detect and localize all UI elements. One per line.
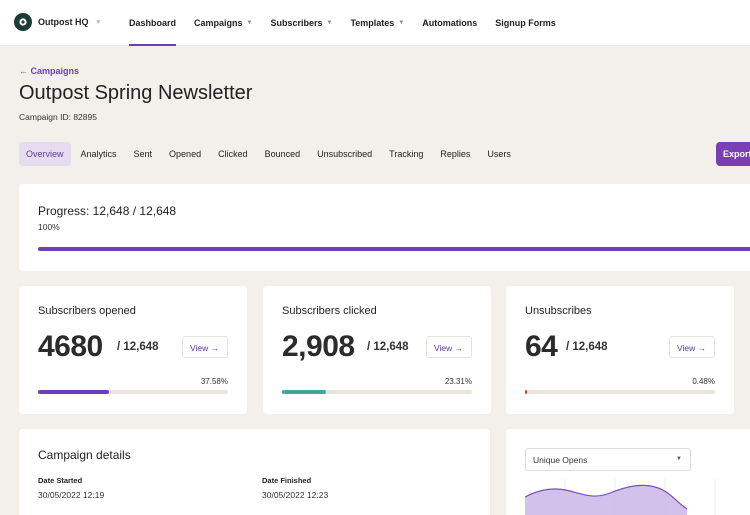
stat-bar xyxy=(525,390,715,394)
stat-value: 64 xyxy=(525,330,558,363)
stat-title: Unsubscribes xyxy=(525,305,592,317)
caret-down-icon: ▼ xyxy=(676,456,682,462)
stat-card-clicked: Subscribers clicked 2,908 / 12,648 View … xyxy=(263,286,491,414)
chevron-down-icon: ▾ xyxy=(96,19,101,26)
stat-percent: 37.58% xyxy=(200,377,228,386)
details-title: Campaign details xyxy=(38,448,131,462)
nav-subscribers[interactable]: Subscribers ▼ xyxy=(270,18,333,28)
brand-logo-icon xyxy=(14,13,32,31)
date-finished-label: Date Finished xyxy=(262,476,312,485)
tab-analytics[interactable]: Analytics xyxy=(80,149,117,159)
tab-users[interactable]: Users xyxy=(487,149,511,159)
stat-bar-fill xyxy=(282,390,327,394)
arrow-right-icon: → xyxy=(210,343,220,353)
stat-title: Subscribers clicked xyxy=(282,305,377,317)
stat-card-unsubscribes: Unsubscribes 64 / 12,648 View → 0.48% xyxy=(506,286,734,414)
view-opened-button[interactable]: View → xyxy=(182,336,228,358)
tab-replies[interactable]: Replies xyxy=(440,149,471,159)
progress-card: Progress: 12,648 / 12,648 100% xyxy=(19,184,750,271)
back-to-campaigns-link[interactable]: ← Campaigns xyxy=(19,66,80,76)
stat-total: / 12,648 xyxy=(117,341,159,353)
view-clicked-button[interactable]: View → xyxy=(426,336,472,358)
stat-bar-fill xyxy=(38,390,110,394)
stat-percent: 23.31% xyxy=(444,377,472,386)
campaign-id: Campaign ID: 82895 xyxy=(19,112,97,122)
workspace-switcher[interactable]: Outpost HQ ▾ xyxy=(14,13,100,31)
caret-down-icon: ▼ xyxy=(246,20,253,26)
stat-total: / 12,648 xyxy=(367,341,409,353)
tab-clicked[interactable]: Clicked xyxy=(218,149,248,159)
brand-name: Outpost HQ xyxy=(38,17,89,27)
stat-total: / 12,648 xyxy=(566,341,608,353)
nav-dashboard[interactable]: Dashboard xyxy=(129,0,177,46)
progress-percent: 100% xyxy=(38,222,60,232)
tab-bounced[interactable]: Bounced xyxy=(264,149,301,159)
campaign-details-card: Campaign details Date Started 30/05/2022… xyxy=(19,429,490,515)
progress-bar xyxy=(38,247,750,251)
nav-templates[interactable]: Templates ▼ xyxy=(350,18,405,28)
opens-line xyxy=(525,484,688,510)
tab-sent[interactable]: Sent xyxy=(133,149,153,159)
campaign-tabs: Overview Analytics Sent Opened Clicked B… xyxy=(19,142,521,166)
caret-down-icon: ▼ xyxy=(398,20,405,26)
opens-area xyxy=(525,485,687,515)
date-started-value: 30/05/2022 12:19 xyxy=(38,490,105,500)
nav-signup-forms[interactable]: Signup Forms xyxy=(495,18,556,28)
stat-card-opened: Subscribers opened 4680 / 12,648 View → … xyxy=(19,286,247,414)
arrow-right-icon: → xyxy=(697,343,707,353)
export-button[interactable]: Export xyxy=(716,142,750,166)
nav-automations[interactable]: Automations xyxy=(422,18,478,28)
date-finished-value: 30/05/2022 12:23 xyxy=(262,490,329,500)
progress-title: Progress: 12,648 / 12,648 xyxy=(38,204,177,218)
caret-down-icon: ▼ xyxy=(326,20,333,26)
tab-opened[interactable]: Opened xyxy=(169,149,202,159)
top-nav: Outpost HQ ▾ Dashboard Campaigns ▼ Subscr… xyxy=(0,0,750,46)
tab-tracking[interactable]: Tracking xyxy=(389,149,424,159)
stat-percent: 0.48% xyxy=(692,377,715,386)
stat-bar xyxy=(282,390,472,394)
stat-value: 2,908 xyxy=(282,330,355,363)
stat-value: 4680 xyxy=(38,330,103,363)
stat-bar-fill xyxy=(525,390,528,394)
view-unsubscribes-button[interactable]: View → xyxy=(669,336,715,358)
opens-area-chart xyxy=(525,479,716,515)
date-started-label: Date Started xyxy=(38,476,83,485)
nav-campaigns[interactable]: Campaigns ▼ xyxy=(194,18,253,28)
progress-bar-fill xyxy=(38,247,750,251)
stat-bar xyxy=(38,390,228,394)
arrow-right-icon: → xyxy=(454,343,464,353)
metric-select[interactable]: Unique Opens ▼ xyxy=(525,448,691,471)
page-title: Outpost Spring Newsletter xyxy=(19,82,253,104)
opens-chart-card: Unique Opens ▼ xyxy=(506,429,750,515)
main-nav: Dashboard Campaigns ▼ Subscribers ▼ Templa… xyxy=(129,0,574,46)
stat-title: Subscribers opened xyxy=(38,305,136,317)
tab-overview[interactable]: Overview xyxy=(19,142,71,166)
tab-unsubscribed[interactable]: Unsubscribed xyxy=(317,149,373,159)
